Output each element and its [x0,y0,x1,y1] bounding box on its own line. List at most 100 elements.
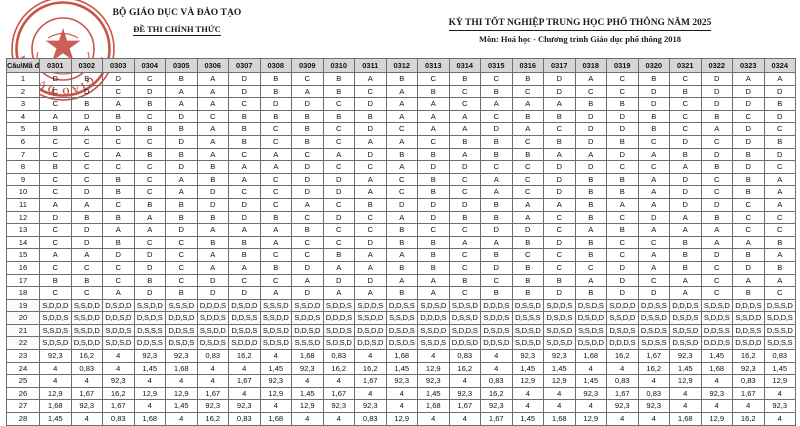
answer-cell: D,S,D,S [480,323,513,338]
answer-cell: D [732,160,765,174]
answer-cell: 1,68 [385,349,418,363]
answer-cell: 1,67 [102,399,135,414]
answer-cell: C [511,134,544,149]
question-number-cell: 23 [6,349,40,363]
answer-cell: B [763,134,796,149]
exam-code-header-0313: 0313 [417,58,450,73]
answer-cell: A [669,160,702,174]
answer-cell: D [732,122,765,136]
answer-cell: C [700,134,733,149]
answer-cell: C [606,160,639,174]
answer-cell: 4 [700,399,733,414]
answer-cell: 4 [133,374,166,388]
exam-code-header-0301: 0301 [39,58,72,73]
answer-cell: C [322,235,355,250]
answer-cell: 1,68 [574,349,607,363]
answer-cell: C [480,160,513,174]
answer-cell: D [543,172,576,187]
answer-cell: B [102,185,135,199]
answer-cell: 92,3 [417,374,450,388]
answer-cell: 4 [669,399,702,414]
answer-cell: B [133,273,166,288]
answer-cell: C [39,260,72,275]
answer-cell: B [480,134,513,149]
answer-cell: B [637,109,670,124]
answer-cell: D [165,134,198,149]
answer-cell: B [102,172,135,187]
answer-cell: B [102,210,135,225]
answer-cell: D [165,223,198,237]
answer-cell: C [354,84,387,99]
answer-cell: A [196,122,229,136]
answer-cell: B [669,147,702,162]
answer-cell: 92,3 [669,349,702,363]
answer-cell: D,S,D,S [228,323,261,338]
answer-cell: C [39,286,72,300]
answer-cell: A [637,223,670,237]
question-number-cell: 28 [6,412,40,426]
answer-cell: A [228,160,261,174]
answer-cell: B [700,109,733,124]
answer-cell: D,S,S,D [669,336,702,351]
answer-cell: C [700,172,733,187]
answer-cell: C [133,185,166,199]
answer-cell: A [259,286,292,300]
answer-cell: C [385,122,418,136]
answer-cell: B [417,260,450,275]
answer-cell: S,D,S,D [322,336,355,351]
answer-cell: 12,9 [669,374,702,388]
answer-cell: A [480,97,513,111]
answer-cell: 1,45 [669,361,702,376]
answer-cell: 12,9 [700,412,733,426]
answer-cell: A [39,248,72,262]
answer-cell: 92,3 [511,349,544,363]
answer-cell: B [511,109,544,124]
answer-cell: 1,45 [700,349,733,363]
answer-cell: C [102,260,135,275]
answer-cell: A [165,185,198,199]
answer-cell: S,S,D,S [39,323,72,338]
ministry-name: BỘ GIÁO DỤC VÀ ĐÀO TẠO [112,8,242,18]
answer-cell: 1,45 [763,361,796,376]
answer-cell: S,D,S,D [417,298,450,313]
answer-cell: A [259,235,292,250]
answer-cell: A [228,172,261,187]
answer-cell: B [511,286,544,300]
answer-cell: C [102,160,135,174]
answer-cell: A [637,197,670,212]
answer-cell: A [196,248,229,262]
answer-cell: D [606,122,639,136]
question-number-cell: 17 [6,273,40,288]
answer-cell: D [637,286,670,300]
answer-cell: B [574,235,607,250]
answer-cell: 4 [763,412,796,426]
answer-cell: D [637,84,670,99]
answer-cell: D [354,122,387,136]
answer-cell: D,S,D,S [196,336,229,351]
answer-cell: 1,45 [133,361,166,376]
exam-code-header-0324: 0324 [763,58,796,73]
answer-cell: A [732,273,765,288]
answer-cell: B [39,273,72,288]
answer-cell: A [322,147,355,162]
answer-cell: B [763,260,796,275]
answer-cell: A [354,72,387,86]
answer-cell: B [165,286,198,300]
answer-cell: B [196,160,229,174]
answer-cell: A [196,147,229,162]
answer-cell: D [700,248,733,262]
answer-cell: S,D,S,S [637,336,670,351]
answer-cell: A [70,197,103,212]
answer-cell: B [574,197,607,212]
answer-cell: 12,9 [574,412,607,426]
answer-cell: S,S,D,D [732,311,765,325]
answer-cell: D,S,D,D [574,336,607,351]
answer-cell: A [228,223,261,237]
answer-cell: D [763,109,796,124]
answer-cell: A [637,260,670,275]
answer-cell: A [417,97,450,111]
exam-code-header-0302: 0302 [70,58,103,73]
answer-cell: A [102,223,135,237]
